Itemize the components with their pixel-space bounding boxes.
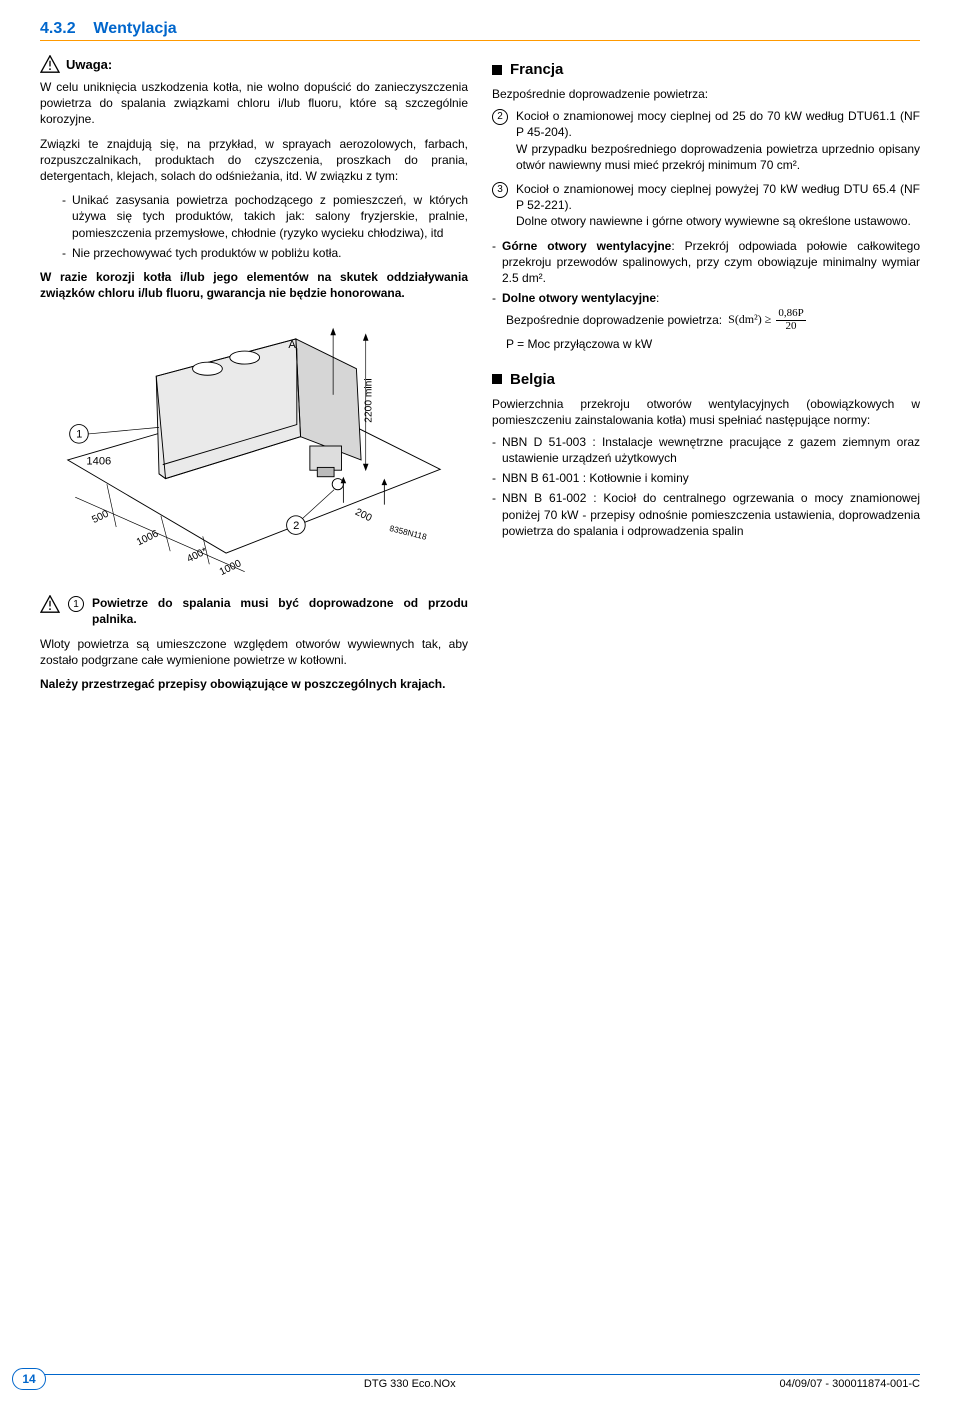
france-formula-row: Bezpośrednie doprowadzenie powietrza: S(…: [506, 308, 920, 332]
france-n2: Kocioł o znamionowej mocy cieplnej od 25…: [516, 108, 920, 140]
dim-1406: 1406: [86, 456, 111, 468]
square-bullet-icon: [492, 65, 502, 75]
france-n2b: W przypadku bezpośredniego doprowadzenia…: [516, 141, 920, 173]
dim-1000: 1000: [218, 558, 244, 578]
section-heading: 4.3.2 Wentylacja: [40, 20, 920, 41]
para-1: W celu uniknięcia uszkodzenia kotła, nie…: [40, 79, 468, 128]
right-column: Francja Bezpośrednie doprowadzenie powie…: [492, 55, 920, 702]
para-3-bold: W razie korozji kotła i/lub jego element…: [40, 269, 468, 301]
footer-center: DTG 330 Eco.NOx: [364, 1378, 456, 1390]
callout-2-ref: 2: [492, 109, 508, 125]
footer-right: 04/09/07 - 300011874-001-C: [780, 1378, 920, 1390]
belgium-b3: - NBN B 61-002 : Kocioł do centralnego o…: [492, 490, 920, 539]
page-footer: 14 DTG 330 Eco.NOx 04/09/07 - 300011874-…: [40, 1374, 920, 1390]
france-lead: Bezpośrednie doprowadzenie powietrza:: [492, 86, 920, 102]
page-number-badge: 14: [12, 1368, 46, 1390]
belgium-lead: Powierzchnia przekroju otworów wentylacy…: [492, 396, 920, 428]
dim-A: A: [288, 339, 296, 351]
left-column: Uwaga: W celu uniknięcia uszkodzenia kot…: [40, 55, 468, 702]
dim-1006: 1006: [135, 529, 161, 549]
france-bottom-vent: - Dolne otwory wentylacyjne:: [492, 290, 920, 306]
para-2: Związki te znajdują się, na przykład, w …: [40, 136, 468, 185]
belgium-b1: - NBN D 51-003 : Instalacje wewnętrzne p…: [492, 434, 920, 466]
warning-icon: [40, 55, 60, 73]
warning-icon: [40, 595, 60, 613]
warning-label: Uwaga:: [66, 57, 112, 72]
square-bullet-icon: [492, 374, 502, 384]
callout-1: 1: [76, 429, 82, 441]
dim-2200: 2200 mini: [363, 379, 374, 423]
diagram-ref: 8358N118: [389, 523, 429, 542]
france-heading: Francja: [492, 61, 920, 78]
france-pmoce: P = Moc przyłączowa w kW: [506, 336, 920, 352]
dim-200: 200: [353, 507, 373, 525]
callout-3-ref: 3: [492, 182, 508, 198]
france-top-vent: - Górne otwory wentylacyjne: Przekrój od…: [492, 238, 920, 287]
callout-2: 2: [293, 520, 299, 532]
section-title-text: Wentylacja: [93, 20, 176, 37]
section-number: 4.3.2: [40, 20, 76, 37]
belgium-b2: - NBN B 61-001 : Kotłownie i kominy: [492, 470, 920, 486]
warn2-text: Powietrze do spalania musi być doprowadz…: [92, 595, 468, 627]
dim-500: 500: [90, 509, 110, 527]
para-4: Wloty powietrza są umieszczone względem …: [40, 636, 468, 668]
belgium-heading: Belgia: [492, 371, 920, 388]
boiler-diagram: A 1 1406 500 1006 400* 1000 2: [40, 311, 468, 581]
para-5-bold: Należy przestrzegać przepisy obowiązując…: [40, 676, 468, 692]
france-n3b: Dolne otwory nawiewne i górne otwory wyw…: [516, 213, 920, 229]
bullet-1: - Unikać zasysania powietrza pochodząceg…: [62, 192, 468, 241]
france-n3: Kocioł o znamionowej mocy cieplnej powyż…: [516, 181, 920, 213]
callout-1-ref: 1: [68, 596, 84, 612]
bullet-2: - Nie przechowywać tych produktów w pobl…: [62, 245, 468, 261]
